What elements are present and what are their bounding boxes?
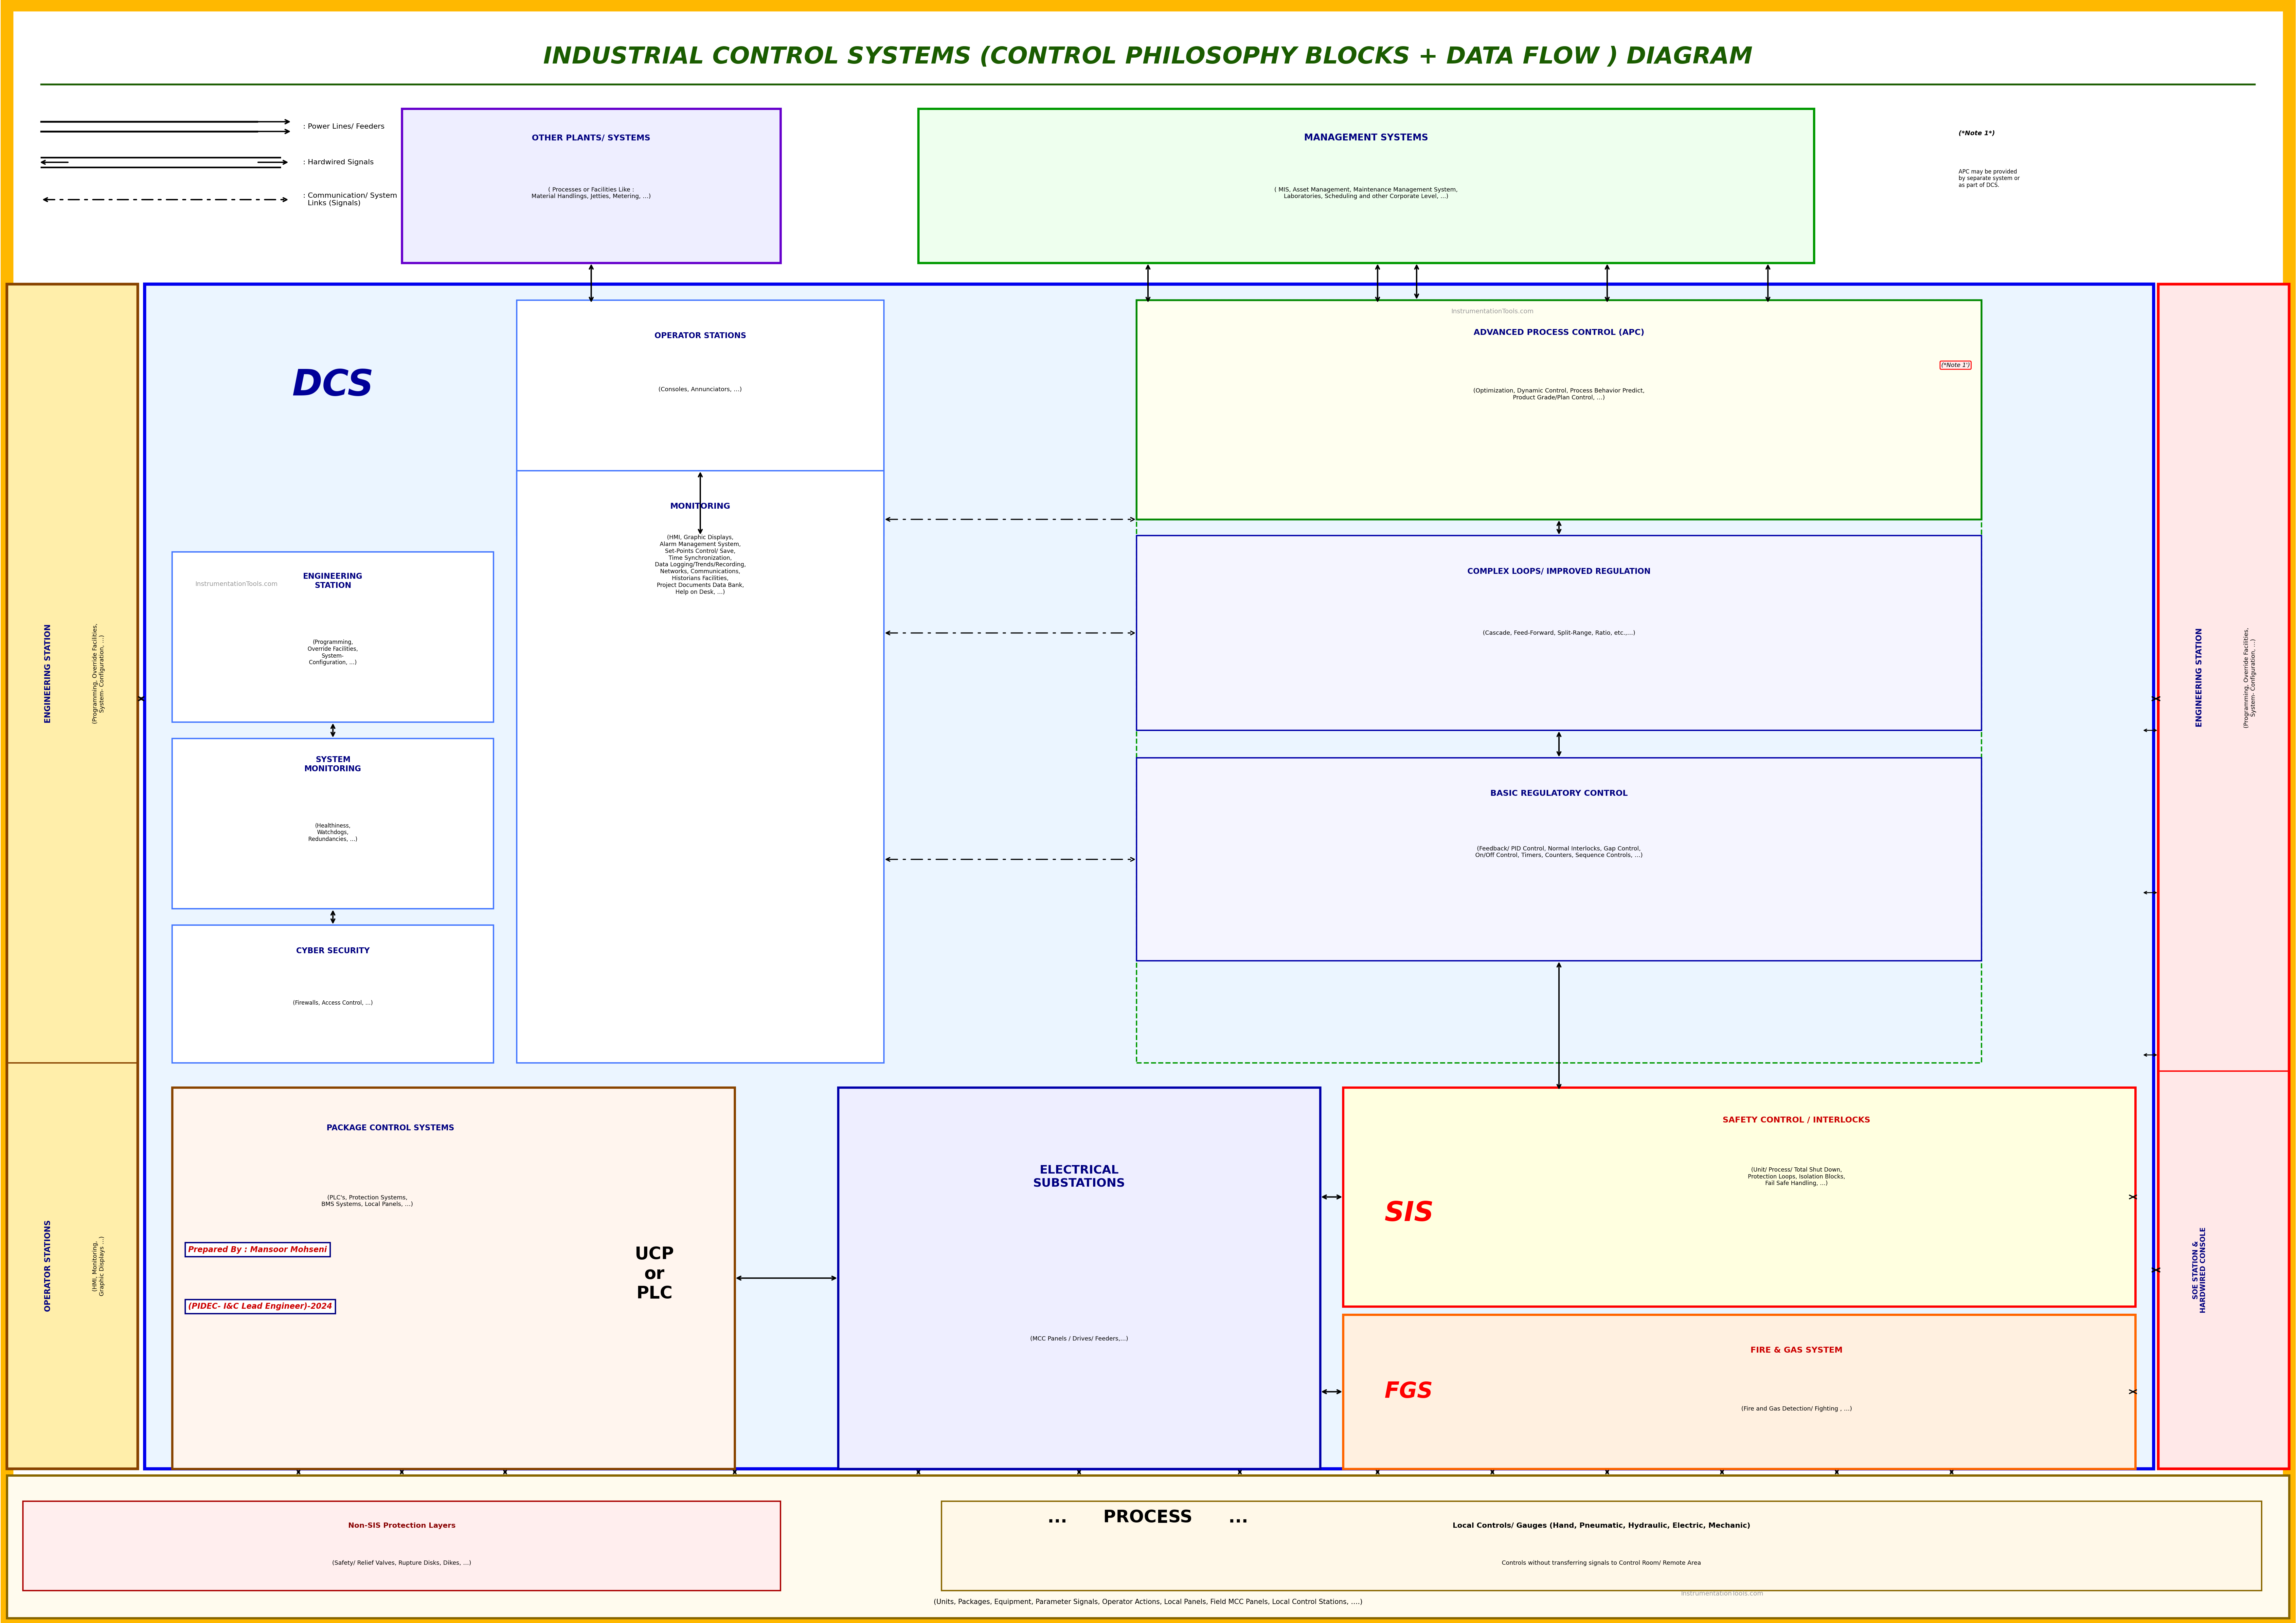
- Bar: [1137, 300, 1981, 519]
- Text: ENGINEERING STATION: ENGINEERING STATION: [44, 623, 53, 724]
- Text: SIS: SIS: [1384, 1199, 1435, 1227]
- Bar: [517, 471, 884, 1063]
- Text: BASIC REGULATORY CONTROL: BASIC REGULATORY CONTROL: [1490, 790, 1628, 797]
- Text: Controls without transferring signals to Control Room/ Remote Area: Controls without transferring signals to…: [1502, 1560, 1701, 1566]
- Text: (Healthiness,
Watchdogs,
Redundancies, …): (Healthiness, Watchdogs, Redundancies, ……: [308, 823, 358, 842]
- Text: OTHER PLANTS/ SYSTEMS: OTHER PLANTS/ SYSTEMS: [533, 135, 650, 141]
- Bar: [918, 109, 1814, 263]
- Text: (Programming, Override Facilities,
System- Configuration, …): (Programming, Override Facilities, Syste…: [2243, 628, 2257, 727]
- Text: (Cascade, Feed-Forward, Split-Range, Ratio, etc.,…): (Cascade, Feed-Forward, Split-Range, Rat…: [1483, 630, 1635, 636]
- Text: SAFETY CONTROL / INTERLOCKS: SAFETY CONTROL / INTERLOCKS: [1722, 1117, 1871, 1123]
- Text: (Programming,
Override Facilities,
System-
Configuration, …): (Programming, Override Facilities, Syste…: [308, 639, 358, 665]
- Text: (HMI, Graphic Displays,
Alarm Management System,
Set-Points Control/ Save,
Time : (HMI, Graphic Displays, Alarm Management…: [654, 534, 746, 596]
- Text: InstrumentationTools.com: InstrumentationTools.com: [1681, 1591, 1763, 1597]
- Text: ELECTRICAL
SUBSTATIONS: ELECTRICAL SUBSTATIONS: [1033, 1165, 1125, 1188]
- Text: : Hardwired Signals: : Hardwired Signals: [303, 159, 374, 166]
- Text: (*Note 1*): (*Note 1*): [1958, 130, 1995, 136]
- Text: MONITORING: MONITORING: [670, 503, 730, 510]
- Text: ( MIS, Asset Management, Maintenance Management System,
Laboratories, Scheduling: ( MIS, Asset Management, Maintenance Man…: [1274, 187, 1458, 200]
- Text: (Optimization, Dynamic Control, Process Behavior Predict,
Product Grade/Plan Con: (Optimization, Dynamic Control, Process …: [1474, 388, 1644, 401]
- Text: ...      PROCESS      ...: ... PROCESS ...: [1047, 1509, 1249, 1526]
- Bar: [1343, 1315, 2135, 1469]
- Bar: [402, 109, 781, 263]
- Text: DCS: DCS: [292, 368, 374, 403]
- Text: InstrumentationTools.com: InstrumentationTools.com: [1451, 308, 1534, 315]
- Text: (Programming, Override Facilities,
System- Configuration, …): (Programming, Override Facilities, Syste…: [92, 623, 106, 724]
- Bar: [2158, 284, 2289, 1469]
- Text: (Feedback/ PID Control, Normal Interlocks, Gap Control,
On/Off Control, Timers, : (Feedback/ PID Control, Normal Interlock…: [1476, 846, 1642, 859]
- Text: Non-SIS Protection Layers: Non-SIS Protection Layers: [349, 1522, 455, 1529]
- Text: : Communication/ System
  Links (Signals): : Communication/ System Links (Signals): [303, 193, 397, 206]
- Text: Local Controls/ Gauges (Hand, Pneumatic, Hydraulic, Electric, Mechanic): Local Controls/ Gauges (Hand, Pneumatic,…: [1453, 1522, 1750, 1529]
- Text: ADVANCED PROCESS CONTROL (APC): ADVANCED PROCESS CONTROL (APC): [1474, 329, 1644, 336]
- Bar: [1137, 758, 1981, 961]
- Text: Prepared By : Mansoor Mohseni: Prepared By : Mansoor Mohseni: [188, 1246, 326, 1253]
- Text: APC may be provided
by separate system or
as part of DCS.: APC may be provided by separate system o…: [1958, 169, 2020, 188]
- Text: (Units, Packages, Equipment, Parameter Signals, Operator Actions, Local Panels, : (Units, Packages, Equipment, Parameter S…: [934, 1599, 1362, 1605]
- Text: ENGINEERING STATION: ENGINEERING STATION: [2195, 628, 2204, 727]
- Bar: [1137, 536, 1981, 730]
- Bar: [7, 1475, 2289, 1618]
- Text: UCP
or
PLC: UCP or PLC: [634, 1246, 675, 1302]
- Text: MANAGEMENT SYSTEMS: MANAGEMENT SYSTEMS: [1304, 133, 1428, 143]
- Bar: [941, 1501, 2262, 1591]
- Text: INDUSTRIAL CONTROL SYSTEMS (CONTROL PHILOSOPHY BLOCKS + DATA FLOW ) DIAGRAM: INDUSTRIAL CONTROL SYSTEMS (CONTROL PHIL…: [544, 45, 1752, 68]
- Text: CYBER SECURITY: CYBER SECURITY: [296, 948, 370, 954]
- Text: FGS: FGS: [1384, 1381, 1433, 1402]
- Bar: [172, 738, 494, 909]
- Text: ( Processes or Facilities Like :
Material Handlings, Jetties, Metering, …): ( Processes or Facilities Like : Materia…: [530, 187, 652, 200]
- Bar: [1343, 1087, 2135, 1307]
- Bar: [838, 1087, 1320, 1469]
- Text: (*Note 1'): (*Note 1'): [1940, 362, 1970, 368]
- Text: PACKAGE CONTROL SYSTEMS: PACKAGE CONTROL SYSTEMS: [326, 1125, 455, 1131]
- Bar: [145, 284, 2154, 1469]
- Text: (Fire and Gas Detection/ Fighting , …): (Fire and Gas Detection/ Fighting , …): [1740, 1406, 1853, 1412]
- Text: (HMI, Monitoring,
Graphic Displays …): (HMI, Monitoring, Graphic Displays …): [92, 1237, 106, 1295]
- Text: (Consoles, Annunciators, …): (Consoles, Annunciators, …): [659, 386, 742, 393]
- Text: : Power Lines/ Feeders: : Power Lines/ Feeders: [303, 123, 386, 130]
- Text: SYSTEM
MONITORING: SYSTEM MONITORING: [305, 756, 360, 773]
- Text: (Unit/ Process/ Total Shut Down,
Protection Loops, Isolation Blocks,
Fail Safe H: (Unit/ Process/ Total Shut Down, Protect…: [1747, 1167, 1846, 1186]
- Text: COMPLEX LOOPS/ IMPROVED REGULATION: COMPLEX LOOPS/ IMPROVED REGULATION: [1467, 568, 1651, 575]
- Bar: [172, 1087, 735, 1469]
- Bar: [7, 284, 138, 1469]
- Text: (Safety/ Relief Valves, Rupture Disks, Dikes, …): (Safety/ Relief Valves, Rupture Disks, D…: [333, 1560, 471, 1566]
- Text: InstrumentationTools.com: InstrumentationTools.com: [195, 581, 278, 588]
- Bar: [517, 300, 884, 536]
- Text: (Firewalls, Access Control, …): (Firewalls, Access Control, …): [294, 1000, 372, 1006]
- Text: SOE STATION &
HARDWIRED CONSOLE: SOE STATION & HARDWIRED CONSOLE: [2193, 1227, 2206, 1313]
- Text: OPERATOR STATIONS: OPERATOR STATIONS: [44, 1220, 53, 1311]
- Bar: [172, 925, 494, 1063]
- Bar: [1137, 300, 1981, 1063]
- Text: ENGINEERING
STATION: ENGINEERING STATION: [303, 573, 363, 589]
- Text: (PLC's, Protection Systems,
BMS Systems, Local Panels, …): (PLC's, Protection Systems, BMS Systems,…: [321, 1195, 413, 1208]
- Bar: [172, 552, 494, 722]
- Text: (MCC Panels / Drives/ Feeders,...): (MCC Panels / Drives/ Feeders,...): [1031, 1336, 1127, 1342]
- Text: FIRE & GAS SYSTEM: FIRE & GAS SYSTEM: [1750, 1347, 1844, 1354]
- Text: (PIDEC- I&C Lead Engineer)-2024: (PIDEC- I&C Lead Engineer)-2024: [188, 1303, 333, 1310]
- Bar: [23, 1501, 781, 1591]
- Text: OPERATOR STATIONS: OPERATOR STATIONS: [654, 333, 746, 339]
